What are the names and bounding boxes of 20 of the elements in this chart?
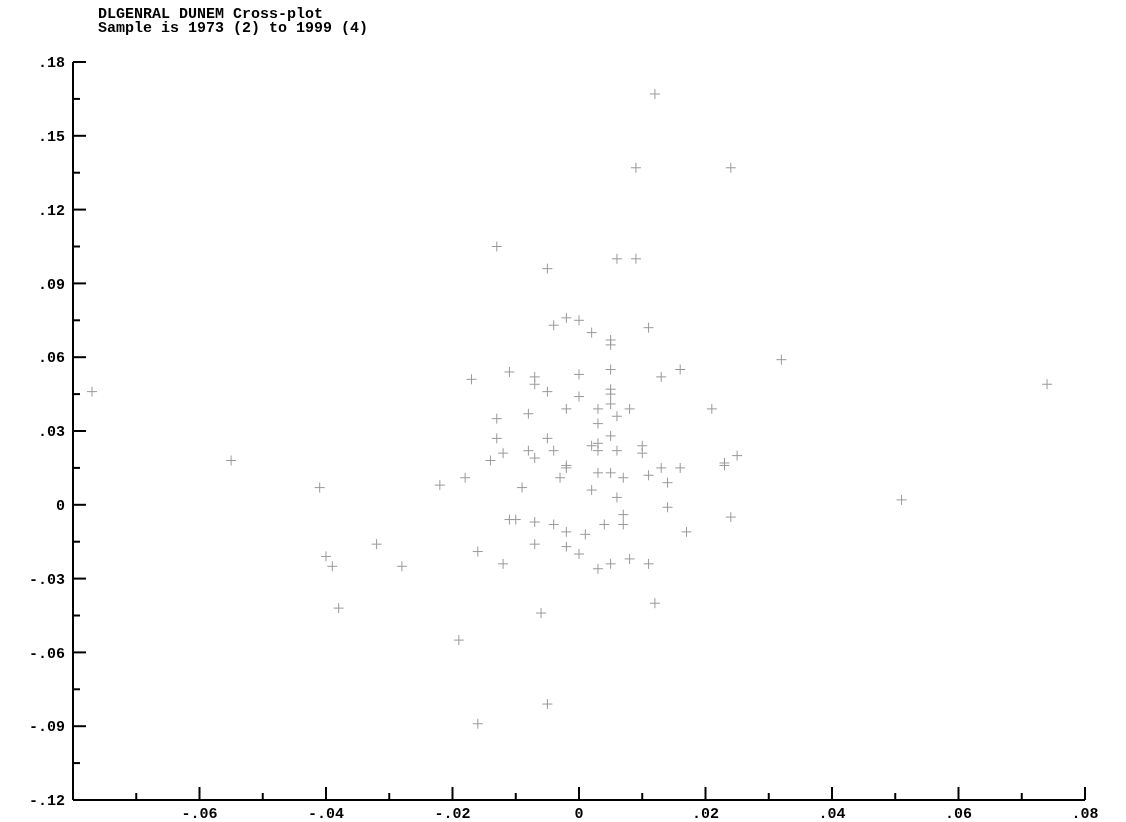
x-tick-label: .08 [1071, 806, 1099, 822]
x-tick-label: 0 [574, 806, 584, 822]
y-tick-label: -.09 [28, 719, 65, 737]
chart-subtitle: Sample is 1973 (2) to 1999 (4) [98, 20, 369, 37]
y-tick-label: .12 [37, 202, 65, 220]
x-tick-label: -.06 [181, 806, 218, 822]
y-tick-label: .03 [37, 424, 65, 442]
x-tick-label: -.02 [434, 806, 471, 822]
y-tick-label: .06 [37, 350, 65, 368]
y-tick-label: -.03 [28, 571, 65, 589]
y-tick-label: -.06 [28, 645, 65, 663]
x-tick-label: .02 [691, 806, 720, 822]
y-tick-label: .09 [37, 276, 65, 294]
y-tick-label: -.12 [28, 793, 65, 811]
x-tick-label: .04 [818, 806, 846, 822]
x-tick-label: -.04 [307, 806, 345, 822]
y-tick-label: .15 [37, 129, 65, 147]
x-tick-label: .06 [944, 806, 973, 822]
y-tick-label: 0 [55, 498, 65, 516]
y-tick-label: .18 [37, 55, 65, 73]
